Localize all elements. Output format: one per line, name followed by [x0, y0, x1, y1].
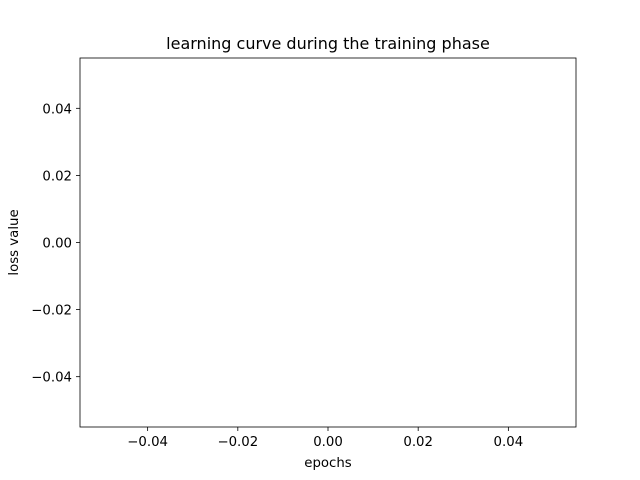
plot-frame — [79, 57, 577, 428]
y-tick-label: −0.04 — [31, 371, 72, 386]
x-tick-label: 0.02 — [403, 435, 433, 450]
y-tick-label: 0.02 — [42, 169, 72, 184]
x-axis-ticks: −0.04 −0.02 0.00 0.02 0.04 — [127, 427, 523, 450]
y-axis-ticks: −0.04 −0.02 0.00 0.02 0.04 — [31, 102, 80, 386]
plot-area — [80, 58, 576, 427]
y-tick-label: 0.04 — [42, 102, 72, 117]
x-tick-label: −0.02 — [217, 435, 258, 450]
y-tick-label: −0.02 — [31, 304, 72, 319]
x-tick-label: 0.00 — [313, 435, 343, 450]
x-tick-label: −0.04 — [127, 435, 168, 450]
x-axis-label: epochs — [304, 456, 351, 471]
chart-title: learning curve during the training phase — [166, 34, 490, 53]
y-tick-label: 0.00 — [42, 237, 72, 252]
y-axis-label: loss value — [7, 209, 22, 275]
x-tick-label: 0.04 — [494, 435, 524, 450]
